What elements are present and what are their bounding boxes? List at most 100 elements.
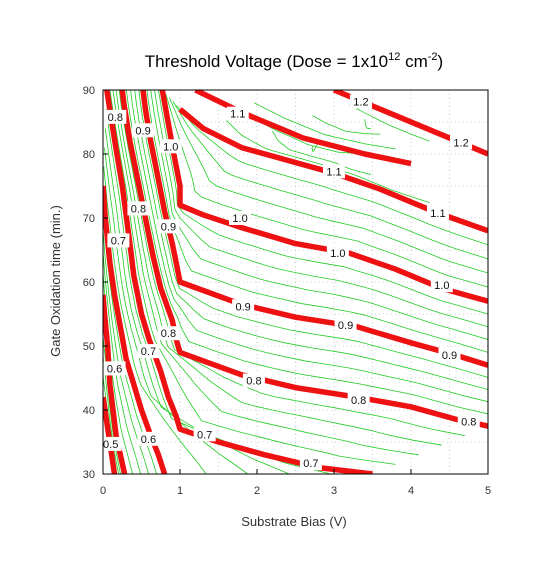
contour-label: 1.1 [430, 208, 445, 220]
contour-label-bg [242, 373, 265, 388]
minor-contour-line [349, 104, 430, 142]
minor-contour-line [109, 90, 396, 465]
x-tick-label: 2 [254, 485, 260, 497]
minor-contour-line [146, 90, 488, 353]
contour-label-bg [323, 164, 345, 179]
chart-title-end: ) [438, 52, 444, 71]
minor-contour-line [115, 90, 442, 446]
contour-line-1-1 [178, 107, 488, 234]
contour-label-bg [107, 233, 130, 248]
contour-label-bg [157, 326, 180, 341]
contour-label-bg [193, 427, 216, 442]
contour-label-bg [457, 414, 480, 429]
y-tick-label: 90 [83, 85, 95, 97]
contour-line-0-9 [140, 90, 488, 368]
contour-label-bg [132, 123, 155, 138]
y-tick-label: 80 [83, 149, 95, 161]
minor-contour-line [253, 102, 396, 150]
contour-label: 0.6 [107, 363, 122, 375]
minor-contour-line [165, 93, 488, 288]
contour-label: 0.7 [197, 429, 212, 441]
contour-label: 1.0 [434, 280, 449, 292]
y-tick-label: 70 [83, 213, 95, 225]
chart-title-main: Threshold Voltage (Dose = 1x10 [145, 52, 388, 71]
contour-label-bg [137, 344, 160, 359]
contour-label: 0.7 [141, 346, 156, 358]
minor-contour-line [154, 90, 488, 328]
contour-label-bg [127, 201, 150, 216]
chart-title-exp1: 12 [388, 51, 400, 63]
contour-label: 1.0 [232, 213, 247, 225]
contour-line-0-6 [103, 185, 168, 474]
minor-contour-line [150, 90, 488, 340]
contour-label-bg [229, 211, 252, 225]
x-tick-label: 3 [331, 485, 337, 497]
plot-area: 0.50.60.70.80.60.70.80.90.80.91.00.70.70… [83, 85, 491, 497]
contour-label-bg [450, 135, 473, 150]
contour-label: 1.1 [230, 109, 245, 121]
chart-title-exp2: -2 [428, 51, 438, 63]
minor-contour-line [103, 166, 207, 474]
contour-label-bg [137, 431, 160, 446]
contour-labels: 0.5 0.6 0.7 0.8 0.6 0.7 0.8 0.9 0.8 0.9 1.0 0.7 0.7 0… [99, 94, 480, 471]
minor-contour-line [172, 101, 488, 260]
minor-contour-line [103, 356, 119, 474]
minor-contour-line [253, 117, 365, 154]
contour-label-bg [430, 278, 453, 293]
x-tick-label: 1 [177, 485, 183, 497]
contour-label-bg [103, 361, 126, 376]
y-tick-label: 40 [83, 405, 95, 417]
axis-ticks: 0 1 2 3 4 5 30 40 50 60 70 80 90 [83, 85, 491, 497]
contour-label-bg [426, 205, 449, 220]
contour-label: 0.8 [131, 203, 146, 215]
contour-label: 0.8 [351, 395, 366, 407]
contour-label-bg [104, 109, 127, 124]
contour-label: 0.8 [461, 417, 476, 429]
contour-label-bg [334, 317, 357, 332]
x-tick-label: 4 [408, 485, 414, 497]
contour-label: 0.9 [235, 301, 250, 313]
minor-contour-line [311, 141, 319, 152]
x-axis-label: Substrate Bias (V) [241, 514, 347, 529]
minor-contour-line [138, 90, 488, 378]
contour-label: 0.8 [108, 112, 123, 124]
contour-label: 0.5 [103, 439, 118, 451]
contour-label: 1.0 [163, 141, 178, 153]
chart-title: Threshold Voltage (Dose = 1x1012 cm-2) [145, 51, 443, 71]
contour-label-bg [232, 299, 255, 314]
contour-label-bg [226, 106, 249, 121]
x-tick-label: 0 [100, 485, 106, 497]
contour-label: 1.1 [326, 166, 341, 178]
contour-label: 0.9 [135, 125, 150, 137]
contour-label-bg [99, 436, 122, 451]
minor-contour-line [176, 105, 488, 246]
contour-label-bg [157, 219, 180, 234]
contour-label: 0.6 [141, 434, 156, 446]
contour-label-bg [299, 456, 322, 471]
contour-line-1-0 [159, 90, 488, 304]
contour-label: 0.7 [303, 458, 318, 470]
contour-label: 0.8 [161, 328, 176, 340]
contour-label: 1.2 [453, 137, 468, 149]
contour-label: 0.7 [111, 235, 126, 247]
contour-label-bg [349, 94, 372, 109]
x-tick-label: 5 [485, 485, 491, 497]
minor-contour-line [103, 335, 121, 474]
minor-contour-line [364, 119, 371, 130]
y-tick-label: 60 [83, 277, 95, 289]
y-tick-label: 50 [83, 341, 95, 353]
minor-contour-line [112, 90, 419, 456]
y-axis-label: Gate Oxidation time (min.) [48, 205, 63, 357]
contour-label: 1.2 [353, 97, 368, 109]
contour-label-bg [347, 392, 370, 407]
minor-contour-line [103, 229, 149, 474]
minor-contour-line [126, 90, 488, 415]
contour-label-bg [438, 347, 461, 362]
minor-contour-line [158, 90, 488, 315]
contour-label-bg [159, 139, 182, 154]
minor-contour-line [312, 115, 381, 135]
minor-contour-line [130, 90, 488, 403]
y-tick-label: 30 [83, 469, 95, 481]
contour-label: 0.9 [161, 221, 176, 233]
